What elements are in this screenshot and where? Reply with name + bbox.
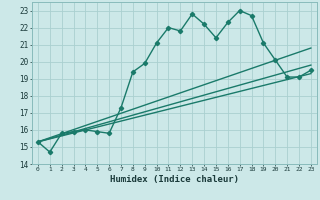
X-axis label: Humidex (Indice chaleur): Humidex (Indice chaleur) [110,175,239,184]
